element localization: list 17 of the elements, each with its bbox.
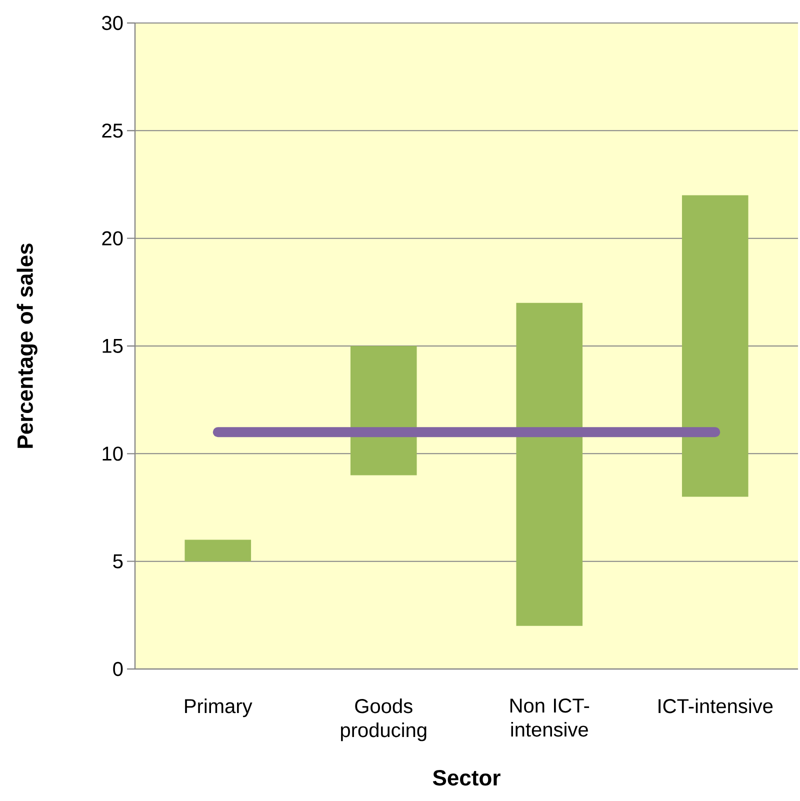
x-tick-label: Goods producing bbox=[341, 698, 426, 742]
y-tick-label: 20 bbox=[102, 231, 123, 246]
x-tick-label: Non ICT-intensive bbox=[510, 698, 590, 737]
y-tick-label: 15 bbox=[102, 339, 123, 353]
x-tick-label: Primary bbox=[185, 698, 252, 718]
y-tick-label: 10 bbox=[102, 446, 123, 461]
bar bbox=[516, 302, 583, 626]
x-tick-label: ICT-intensive bbox=[658, 698, 773, 714]
bar bbox=[350, 346, 417, 476]
y-tick-label: 5 bbox=[113, 554, 123, 568]
bar bbox=[184, 540, 252, 562]
y-axis-title: Percentage of sales bbox=[16, 244, 38, 448]
y-tick-label: 0 bbox=[113, 662, 123, 676]
bar bbox=[682, 195, 748, 497]
y-tick-label: 30 bbox=[102, 16, 123, 30]
y-tick-label: 25 bbox=[102, 124, 123, 138]
x-axis-title: Sector bbox=[432, 770, 500, 786]
